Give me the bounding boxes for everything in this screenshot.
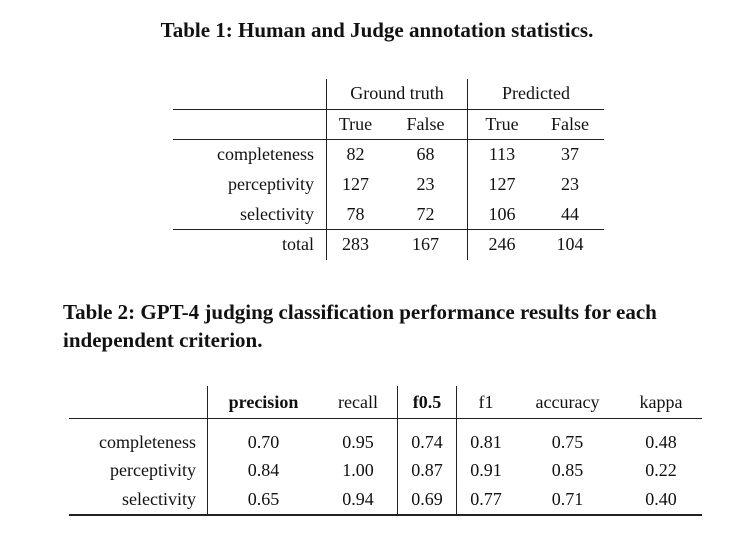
row-label: perceptivity xyxy=(110,460,196,481)
table-cell: 0.81 xyxy=(456,428,515,457)
corner-cell xyxy=(173,79,327,110)
table-cell: 0.71 xyxy=(515,485,620,516)
table-cell: 0.75 xyxy=(551,431,584,452)
sub-header-row: True False True False xyxy=(173,109,604,141)
table-cell: 0.40 xyxy=(620,485,702,516)
corner-cell xyxy=(69,386,208,419)
table-row: perceptivity 127 23 127 23 xyxy=(173,169,604,200)
table-cell: 23 xyxy=(416,174,435,195)
classification-performance-table: precision recall f0.5 f1 accuracy kappa … xyxy=(69,386,702,516)
table-cell: 167 xyxy=(412,234,439,255)
header-row: precision recall f0.5 f1 accuracy kappa xyxy=(69,386,702,419)
table-row: perceptivity 0.84 1.00 0.87 0.91 0.85 0.… xyxy=(69,456,702,485)
total-row: total 283 167 246 104 xyxy=(173,229,604,260)
pred-true-header: True xyxy=(467,109,536,141)
predicted-header: Predicted xyxy=(467,79,604,110)
gt-true-header: True xyxy=(326,109,384,141)
pred-false-header: False xyxy=(536,109,604,141)
table-cell: 127 xyxy=(467,169,536,200)
table-cell: 104 xyxy=(556,234,584,255)
table-cell: 72 xyxy=(384,199,468,230)
table-cell: 0.91 xyxy=(456,456,515,485)
recall-header: recall xyxy=(319,386,398,419)
table-cell: 44 xyxy=(536,199,604,230)
row-label: selectivity xyxy=(69,485,208,516)
table-row: completeness 82 68 113 37 xyxy=(173,139,604,170)
corner-cell xyxy=(173,109,327,141)
total-label: total xyxy=(282,234,314,255)
kappa-header: kappa xyxy=(620,386,702,419)
table-cell: 0.69 xyxy=(397,485,457,516)
row-label: perceptivity xyxy=(228,174,314,195)
table-cell: 68 xyxy=(416,144,435,165)
table-cell: 0.85 xyxy=(551,460,584,481)
table-row: selectivity 78 72 106 44 xyxy=(173,199,604,230)
table-cell: 23 xyxy=(561,174,579,195)
f05-header: f0.5 xyxy=(397,386,457,419)
table-cell: 127 xyxy=(326,169,384,200)
f1-header: f1 xyxy=(456,386,515,419)
row-label: selectivity xyxy=(173,199,327,230)
table-cell: 0.48 xyxy=(645,431,677,452)
accuracy-header: accuracy xyxy=(515,386,620,419)
table-row: completeness 0.70 0.95 0.74 0.81 0.75 0.… xyxy=(69,428,702,457)
ground-truth-header: Ground truth xyxy=(326,79,468,110)
table-cell: 0.77 xyxy=(456,485,515,516)
table-row: selectivity 0.65 0.94 0.69 0.77 0.71 0.4… xyxy=(69,485,702,516)
spacer-row xyxy=(69,418,702,428)
annotation-statistics-table: Ground truth Predicted True False True F… xyxy=(173,79,604,260)
table-cell: 283 xyxy=(326,229,384,260)
gt-false-header: False xyxy=(384,109,468,141)
table1-caption: Table 1: Human and Judge annotation stat… xyxy=(160,18,594,42)
table-cell: 0.84 xyxy=(207,456,319,485)
group-header-row: Ground truth Predicted xyxy=(173,79,604,110)
table-cell: 0.74 xyxy=(397,428,457,457)
row-label: completeness xyxy=(99,431,196,452)
table-cell: 0.95 xyxy=(342,431,374,452)
table2-caption: Table 2: GPT-4 judging classification pe… xyxy=(63,300,657,352)
table-cell: 37 xyxy=(561,144,579,165)
table-cell: 0.22 xyxy=(645,460,677,481)
table-cell: 106 xyxy=(467,199,536,230)
table-cell: 0.65 xyxy=(207,485,319,516)
table-cell: 113 xyxy=(467,139,536,170)
table-cell: 78 xyxy=(326,199,384,230)
precision-header: precision xyxy=(207,386,319,419)
table-cell: 246 xyxy=(467,229,536,260)
table-cell: 0.94 xyxy=(319,485,398,516)
table-cell: 0.70 xyxy=(207,428,319,457)
table-cell: 1.00 xyxy=(342,460,374,481)
row-label: completeness xyxy=(217,144,314,165)
table-cell: 82 xyxy=(326,139,384,170)
table-cell: 0.87 xyxy=(397,456,457,485)
